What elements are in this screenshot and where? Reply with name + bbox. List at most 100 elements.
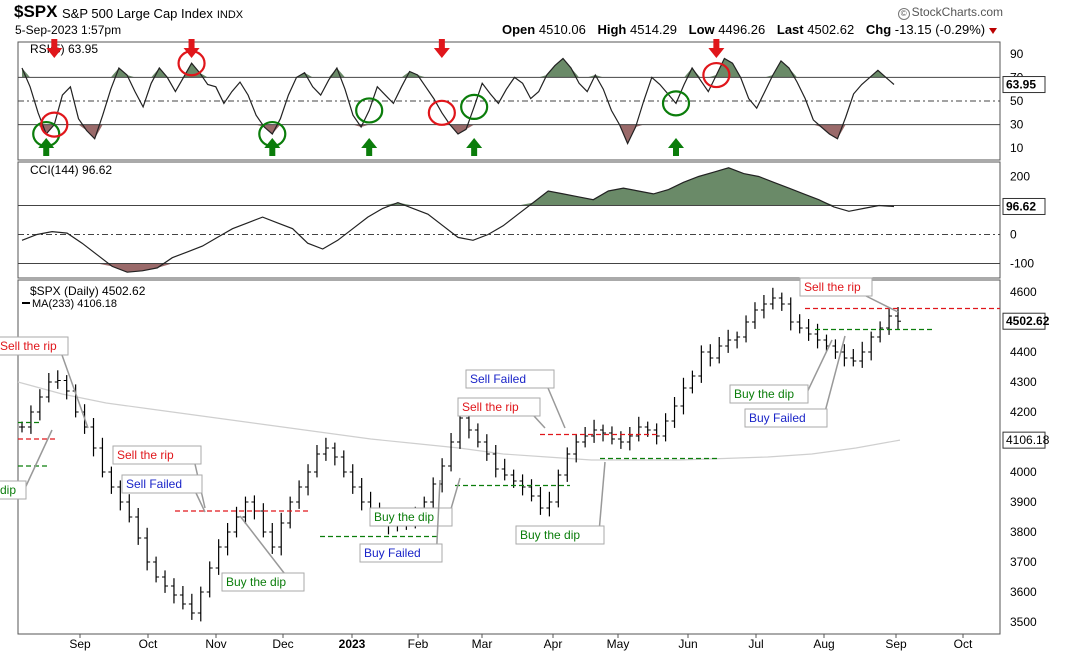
callout-label: Buy the dip bbox=[734, 387, 794, 401]
rsi-oversold-fill bbox=[22, 124, 894, 144]
buy-arrow-icon bbox=[264, 138, 281, 156]
sell-arrow-icon bbox=[183, 39, 200, 58]
callout-label: Buy Failed bbox=[364, 546, 421, 560]
low-label: Low bbox=[688, 22, 715, 37]
sell-arrow-icon bbox=[708, 39, 725, 58]
callout-box bbox=[744, 408, 828, 428]
callout-label: Sell Failed bbox=[126, 477, 182, 491]
callout-box bbox=[221, 572, 305, 592]
open-value: 4510.06 bbox=[538, 22, 586, 37]
rsi-tick-label: 50 bbox=[1010, 94, 1024, 108]
x-tick-label: Jul bbox=[748, 637, 763, 651]
buy-signal-circle bbox=[460, 93, 489, 121]
price-tick-label: 4300 bbox=[1010, 375, 1037, 389]
rsi-last-value: 63.95 bbox=[1006, 78, 1036, 92]
callout-box bbox=[729, 384, 809, 404]
callout-pointer bbox=[865, 295, 899, 313]
callout-label: Sell the rip bbox=[117, 448, 174, 462]
chart-date: 5-Sep-2023 1:57pm bbox=[15, 23, 122, 37]
index-name: S&P 500 Large Cap Index INDX bbox=[62, 6, 243, 21]
x-tick-label: May bbox=[607, 637, 630, 651]
dropdown-arrow-icon[interactable] bbox=[989, 27, 998, 34]
x-tick-label: Oct bbox=[954, 637, 973, 651]
callout-box bbox=[0, 480, 27, 500]
callout-label: Sell the rip bbox=[0, 339, 57, 353]
callout-label: Sell the rip bbox=[804, 280, 861, 294]
callout-label: Buy the dip bbox=[520, 528, 580, 542]
open-label: Open bbox=[502, 22, 536, 37]
cci-tick-label: -100 bbox=[1010, 257, 1034, 271]
cci-last-value-box bbox=[1002, 197, 1046, 215]
cci-positive-fill bbox=[22, 167, 894, 206]
callout-label: Sell Failed bbox=[470, 372, 526, 386]
x-tick-label: Mar bbox=[472, 637, 493, 651]
price-title: $SPX (Daily) 4502.62 bbox=[30, 284, 146, 298]
callout-box bbox=[369, 507, 453, 527]
x-tick-label: Aug bbox=[813, 637, 834, 651]
cci-panel bbox=[17, 161, 1001, 279]
x-tick-label: 2023 bbox=[339, 637, 366, 651]
rsi-title: RSI(5) 63.95 bbox=[30, 42, 98, 56]
callout-pointer bbox=[533, 415, 546, 429]
low-value: 4496.26 bbox=[718, 22, 766, 37]
sell-signal-circle bbox=[702, 61, 731, 89]
rsi-tick-label: 90 bbox=[1010, 47, 1024, 61]
symbol-title: $SPX bbox=[14, 2, 58, 21]
last-value: 4502.62 bbox=[807, 22, 855, 37]
price-last-value-box bbox=[1002, 312, 1046, 330]
last-label: Last bbox=[776, 22, 804, 37]
price-tick-label: 3800 bbox=[1010, 525, 1037, 539]
x-tick-label: Jun bbox=[678, 637, 697, 651]
cci-title: CCI(144) 96.62 bbox=[30, 163, 112, 177]
rsi-line bbox=[21, 57, 895, 145]
x-tick-label: Sep bbox=[69, 637, 91, 651]
ma-title: MA(233) 4106.18 bbox=[32, 298, 117, 310]
cci-tick-label: 200 bbox=[1010, 170, 1030, 184]
callout-label: dip bbox=[0, 483, 16, 497]
callout-pointer bbox=[61, 354, 89, 429]
high-label: High bbox=[597, 22, 627, 37]
chg-label: Chg bbox=[865, 22, 892, 37]
index-full-name: S&P 500 Large Cap Index bbox=[62, 6, 213, 21]
buy-signal-circle bbox=[355, 97, 384, 124]
sell-arrow-icon bbox=[46, 39, 63, 58]
callout-label: Sell the rip bbox=[462, 400, 519, 414]
buy-arrow-icon bbox=[668, 138, 684, 156]
x-tick-label: Oct bbox=[139, 637, 158, 651]
buy-signal-circle bbox=[661, 90, 691, 117]
buy-arrow-icon bbox=[466, 138, 483, 156]
price-last-value: 4502.62 bbox=[1006, 314, 1050, 328]
quote-bar: Open 4510.06 High 4514.29 Low 4496.26 La… bbox=[502, 22, 998, 37]
price-tick-label: 3700 bbox=[1010, 555, 1037, 569]
ma-233-line bbox=[17, 381, 901, 461]
x-tick-label: Sep bbox=[885, 637, 907, 651]
copyright-icon: © bbox=[897, 8, 910, 20]
x-tick-label: Feb bbox=[408, 637, 429, 651]
buy-arrow-icon bbox=[38, 138, 55, 156]
ma-last-value-box bbox=[1002, 431, 1046, 449]
callout-label: Buy the dip bbox=[374, 510, 434, 524]
callout-box bbox=[457, 397, 541, 417]
callout-box bbox=[515, 525, 605, 545]
rsi-tick-label: 10 bbox=[1010, 141, 1024, 155]
x-tick-label: Dec bbox=[272, 637, 293, 651]
price-tick-label: 3500 bbox=[1010, 615, 1037, 629]
sell-signal-circle bbox=[40, 111, 69, 138]
callout-box bbox=[112, 445, 202, 465]
callout-box bbox=[359, 543, 443, 563]
cci-last-value: 96.62 bbox=[1006, 199, 1036, 213]
chg-value: -13.15 (-0.29%) bbox=[894, 22, 986, 37]
callout-box bbox=[465, 369, 555, 389]
brand-watermark: © StockCharts.com bbox=[897, 5, 1003, 20]
callout-label: Buy Failed bbox=[749, 411, 806, 425]
price-tick-label: 4000 bbox=[1010, 465, 1037, 479]
callout-pointer bbox=[195, 492, 206, 513]
callout-box bbox=[121, 474, 203, 494]
callout-label: Buy the dip bbox=[226, 575, 286, 589]
exchange-label: INDX bbox=[216, 9, 244, 21]
rsi-tick-label: 30 bbox=[1010, 118, 1024, 132]
price-tick-label: 4400 bbox=[1010, 345, 1037, 359]
buy-arrow-icon bbox=[361, 138, 378, 156]
price-tick-label: 3600 bbox=[1010, 585, 1037, 599]
